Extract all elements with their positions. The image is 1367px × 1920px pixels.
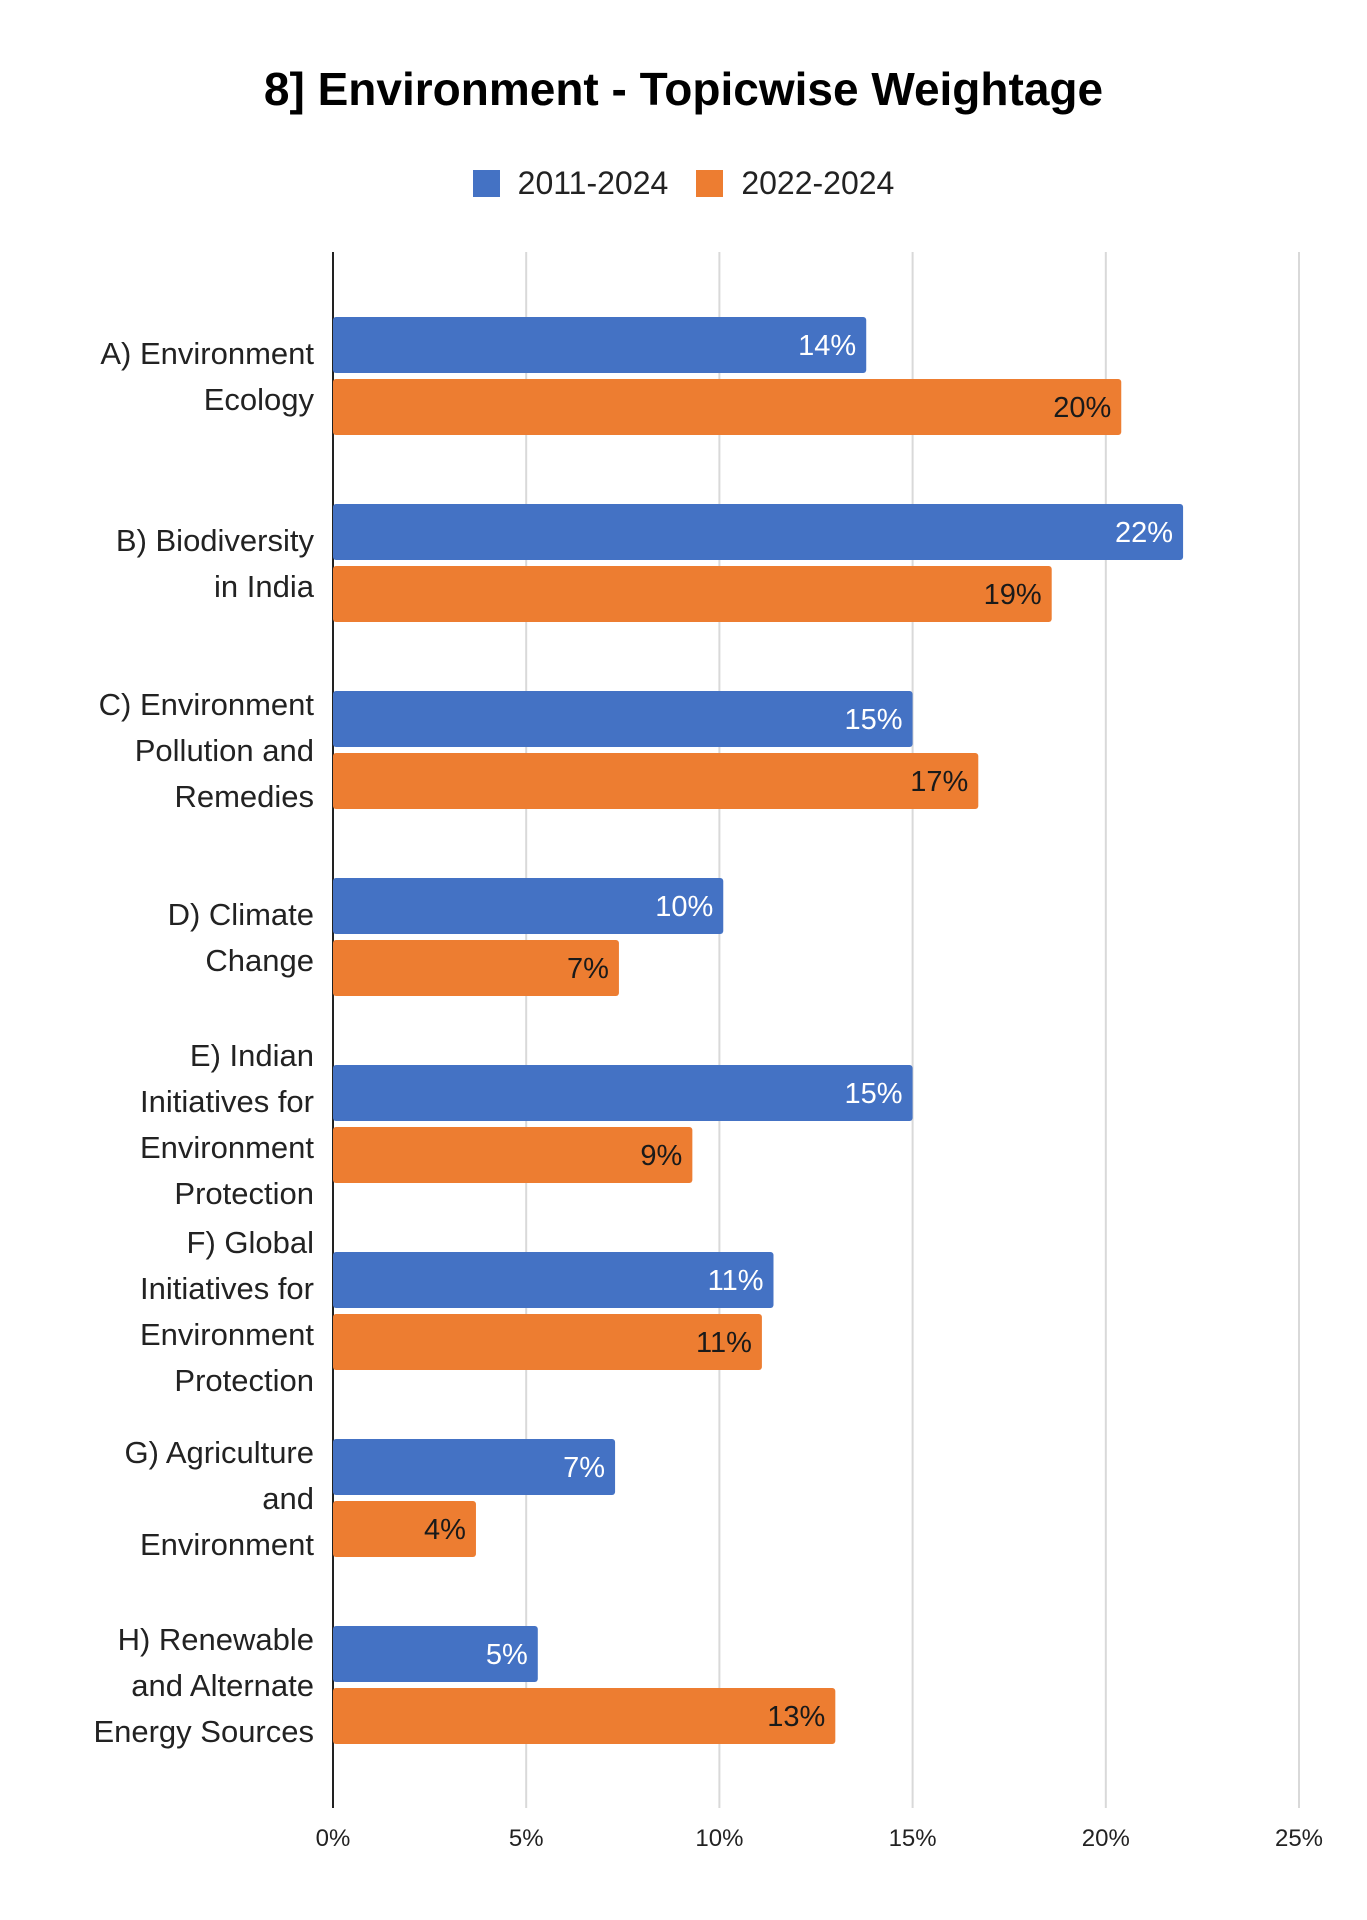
category-label: Environment bbox=[140, 1527, 314, 1562]
bar-2011-2024-1 bbox=[333, 317, 867, 373]
category-label: D) Climate bbox=[168, 897, 314, 932]
category-label: in India bbox=[214, 569, 315, 604]
x-tick-label: 10% bbox=[695, 1825, 743, 1852]
bar-2022-2024-8 bbox=[333, 1688, 836, 1744]
legend-item-2022-2024: 2022-2024 bbox=[696, 165, 894, 202]
category-label: Initiatives for bbox=[140, 1084, 314, 1119]
category-label: C) Environment bbox=[99, 687, 315, 722]
bar-data-label: 17% bbox=[910, 766, 968, 798]
bar-data-label: 14% bbox=[798, 330, 856, 362]
legend-swatch-2011-2024 bbox=[472, 170, 500, 197]
bar-data-label: 19% bbox=[984, 579, 1042, 611]
category-label: Energy Sources bbox=[93, 1714, 314, 1749]
bar-2022-2024-3 bbox=[333, 753, 979, 809]
bar-data-label: 15% bbox=[845, 704, 903, 736]
bar-2022-2024-7 bbox=[333, 1501, 476, 1557]
chart-title: 8] Environment - Topicwise Weightage bbox=[263, 63, 1104, 115]
x-tick-label: 5% bbox=[509, 1825, 544, 1852]
bar-2011-2024-5 bbox=[333, 1065, 913, 1121]
category-label: Pollution and bbox=[135, 733, 314, 768]
bar-data-label: 11% bbox=[708, 1265, 764, 1297]
bar-2022-2024-6 bbox=[333, 1314, 762, 1370]
bar-data-label: 7% bbox=[567, 953, 609, 985]
category-label: F) Global bbox=[187, 1225, 314, 1260]
category-label: Environment bbox=[140, 1317, 314, 1352]
category-label: A) Environment bbox=[100, 336, 314, 371]
category-label: Remedies bbox=[174, 779, 314, 814]
category-label: H) Renewable bbox=[118, 1622, 314, 1657]
category-label: B) Biodiversity bbox=[116, 523, 315, 558]
bar-2011-2024-2 bbox=[333, 504, 1184, 560]
category-label: Initiatives for bbox=[140, 1271, 314, 1306]
bar-data-label: 4% bbox=[424, 1514, 466, 1546]
bar-2022-2024-2 bbox=[333, 566, 1052, 622]
bar-2011-2024-8 bbox=[333, 1626, 538, 1682]
chart-legend: 2011-2024 2022-2024 bbox=[0, 165, 1367, 202]
category-label: and Alternate bbox=[131, 1668, 314, 1703]
bar-data-label: 5% bbox=[486, 1639, 528, 1671]
category-label: Ecology bbox=[204, 382, 315, 417]
bar-data-label: 15% bbox=[845, 1078, 903, 1110]
category-label: Protection bbox=[174, 1176, 314, 1211]
category-label: Protection bbox=[174, 1363, 314, 1398]
bar-data-label: 10% bbox=[655, 891, 713, 923]
bar-2011-2024-3 bbox=[333, 691, 913, 747]
bar-data-label: 13% bbox=[767, 1701, 825, 1733]
category-label: Change bbox=[205, 943, 314, 978]
category-label: Environment bbox=[140, 1130, 314, 1165]
bar-data-label: 20% bbox=[1053, 392, 1111, 424]
bar-2022-2024-1 bbox=[333, 379, 1122, 435]
bar-2022-2024-5 bbox=[333, 1127, 693, 1183]
bar-data-label: 22% bbox=[1115, 517, 1173, 549]
bar-data-label: 11% bbox=[696, 1327, 752, 1359]
category-label: G) Agriculture bbox=[124, 1435, 314, 1470]
bar-2022-2024-4 bbox=[333, 940, 619, 996]
x-tick-label: 15% bbox=[889, 1825, 937, 1852]
x-tick-label: 0% bbox=[316, 1825, 351, 1852]
legend-label-2022-2024: 2022-2024 bbox=[741, 165, 895, 201]
legend-swatch-2022-2024 bbox=[696, 170, 724, 197]
legend-item-2011-2024: 2011-2024 bbox=[472, 165, 669, 202]
category-label: and bbox=[262, 1481, 314, 1516]
legend-label-2011-2024: 2011-2024 bbox=[517, 165, 669, 201]
bar-2011-2024-6 bbox=[333, 1252, 774, 1308]
x-tick-label: 20% bbox=[1082, 1825, 1130, 1852]
bar-2011-2024-4 bbox=[333, 878, 724, 934]
bar-data-label: 7% bbox=[563, 1452, 605, 1484]
bar-2011-2024-7 bbox=[333, 1439, 616, 1495]
bar-data-label: 9% bbox=[640, 1140, 682, 1172]
category-label: E) Indian bbox=[190, 1038, 314, 1073]
x-tick-label: 25% bbox=[1275, 1825, 1323, 1852]
